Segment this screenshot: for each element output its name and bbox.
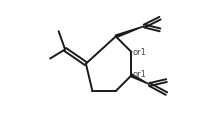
Polygon shape — [115, 26, 145, 38]
Text: or1: or1 — [133, 70, 147, 79]
Text: or1: or1 — [133, 48, 147, 57]
Polygon shape — [131, 74, 150, 84]
